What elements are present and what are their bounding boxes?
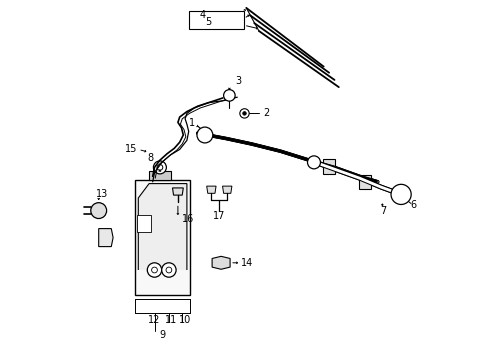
Circle shape — [223, 90, 235, 101]
Text: 6: 6 — [410, 200, 416, 210]
Text: 5: 5 — [205, 17, 211, 27]
Text: 14: 14 — [241, 258, 253, 268]
Polygon shape — [136, 215, 151, 232]
Circle shape — [390, 184, 410, 204]
Circle shape — [307, 156, 320, 169]
Text: 2: 2 — [263, 108, 269, 118]
Text: 9: 9 — [159, 330, 165, 340]
Text: 10: 10 — [179, 315, 191, 325]
Text: 12: 12 — [148, 315, 161, 325]
Text: 15: 15 — [124, 144, 137, 154]
Polygon shape — [212, 256, 230, 269]
Polygon shape — [134, 180, 190, 295]
Circle shape — [239, 109, 249, 118]
Circle shape — [162, 263, 176, 277]
Circle shape — [242, 112, 246, 115]
Circle shape — [392, 186, 408, 202]
Text: 7: 7 — [379, 206, 386, 216]
Polygon shape — [323, 159, 334, 174]
Polygon shape — [222, 186, 231, 193]
Text: 13: 13 — [96, 189, 108, 199]
Polygon shape — [149, 171, 170, 180]
Polygon shape — [172, 188, 183, 195]
Text: 17: 17 — [213, 211, 225, 221]
Text: 1: 1 — [189, 118, 195, 128]
Text: 16: 16 — [182, 214, 194, 224]
Circle shape — [153, 161, 166, 174]
Polygon shape — [99, 229, 113, 247]
Polygon shape — [206, 186, 216, 193]
Circle shape — [91, 203, 106, 219]
Text: 3: 3 — [235, 76, 241, 86]
Polygon shape — [138, 184, 186, 270]
Text: 4: 4 — [199, 10, 205, 20]
Circle shape — [197, 127, 212, 143]
Polygon shape — [359, 175, 370, 189]
Text: 8: 8 — [147, 153, 154, 163]
Circle shape — [147, 263, 162, 277]
Text: 11: 11 — [164, 315, 177, 325]
